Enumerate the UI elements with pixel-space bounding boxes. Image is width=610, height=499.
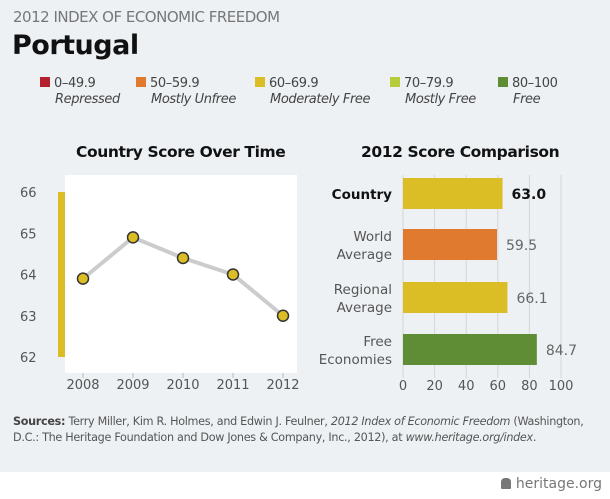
category-label: Country <box>332 187 393 203</box>
x-tick-label: 60 <box>490 379 507 394</box>
legend-range: 80–100 <box>512 76 558 91</box>
line-chart-title: Country Score Over Time <box>76 143 286 161</box>
legend-swatch <box>136 77 146 87</box>
sources-title: 2012 Index of Economic Freedom <box>330 415 511 428</box>
category-label: Average <box>337 247 392 263</box>
data-point <box>226 268 240 281</box>
bar <box>403 229 498 260</box>
legend-range: 60–69.9 <box>269 76 319 91</box>
data-point <box>76 272 90 285</box>
sources-url[interactable]: www.heritage.org/index <box>405 431 534 444</box>
legend-item: 70–79.9 Mostly Free <box>390 76 476 107</box>
data-point <box>126 231 140 244</box>
category-label: World <box>353 229 392 245</box>
data-point <box>276 309 290 322</box>
y-tick-label: 65 <box>20 227 37 242</box>
bar <box>403 282 508 313</box>
x-tick-label: 0 <box>399 379 407 394</box>
x-tick-label: 100 <box>549 379 574 394</box>
legend-range: 70–79.9 <box>404 76 454 91</box>
y-tick-label: 63 <box>20 310 37 325</box>
category-label: Free <box>363 334 392 350</box>
bar-value-label: 66.1 <box>516 291 547 307</box>
x-tick-label: 2008 <box>66 378 99 393</box>
bar-chart-title: 2012 Score Comparison <box>361 143 560 161</box>
sources-note: Sources: Terry Miller, Kim R. Holmes, an… <box>13 415 584 444</box>
x-tick-label: 80 <box>521 379 538 394</box>
sources-authors: Terry Miller, Kim R. Holmes, and Edwin J… <box>65 415 331 428</box>
legend-label: Mostly Unfree <box>151 92 236 107</box>
bar-chart: 0 20 40 60 80 100 63.0 Country 59.5 World Average 6… <box>319 175 577 394</box>
category-label: Economies <box>319 352 392 368</box>
data-point <box>176 251 190 265</box>
plot-area <box>65 175 297 373</box>
brand[interactable]: heritage.org <box>500 476 602 492</box>
bar-value-label: 59.5 <box>506 238 537 254</box>
x-tick-label: 2009 <box>116 378 149 393</box>
legend-label: Repressed <box>55 92 120 107</box>
legend-range: 50–59.9 <box>150 76 200 91</box>
line-chart: 62 63 64 65 66 2008 2009 2010 2011 2012 <box>20 175 300 393</box>
score-band <box>58 192 65 357</box>
kicker: 2012 INDEX OF ECONOMIC FREEDOM <box>13 8 280 26</box>
y-tick-label: 64 <box>20 269 37 284</box>
x-tick-label: 2012 <box>266 378 299 393</box>
category-label: Regional <box>334 282 392 298</box>
legend-item: 80–100 Free <box>498 76 558 107</box>
legend-label: Moderately Free <box>270 92 371 107</box>
legend-item: 0–49.9 Repressed <box>40 76 120 107</box>
y-tick-label: 66 <box>20 186 37 201</box>
sources-lead: Sources: <box>13 415 66 428</box>
x-tick-label: 2010 <box>166 378 199 393</box>
legend-range: 0–49.9 <box>54 76 96 91</box>
legend-swatch <box>390 77 400 87</box>
category-label: Average <box>337 300 392 316</box>
x-tick-label: 20 <box>426 379 443 394</box>
bar-value-label: 84.7 <box>546 343 577 359</box>
page-title: Portugal <box>12 30 139 61</box>
y-tick-label: 62 <box>20 351 37 366</box>
legend-swatch <box>40 77 50 87</box>
legend-item: 60–69.9 Moderately Free <box>255 76 370 107</box>
sources-publisher: (Washington, D.C.: The Heritage Foundati… <box>13 415 584 444</box>
x-tick-label: 2011 <box>216 378 249 393</box>
bar <box>403 178 503 209</box>
liberty-bell-icon <box>500 478 511 489</box>
legend-label: Free <box>513 92 541 107</box>
brand-label: heritage.org <box>515 476 602 492</box>
legend-item: 50–59.9 Mostly Unfree <box>136 76 236 107</box>
legend-swatch <box>255 77 265 87</box>
x-tick-label: 40 <box>458 379 475 394</box>
legend-label: Mostly Free <box>405 92 476 107</box>
bar <box>403 334 537 365</box>
bar-value-label: 63.0 <box>512 187 547 203</box>
legend-swatch <box>498 77 508 87</box>
